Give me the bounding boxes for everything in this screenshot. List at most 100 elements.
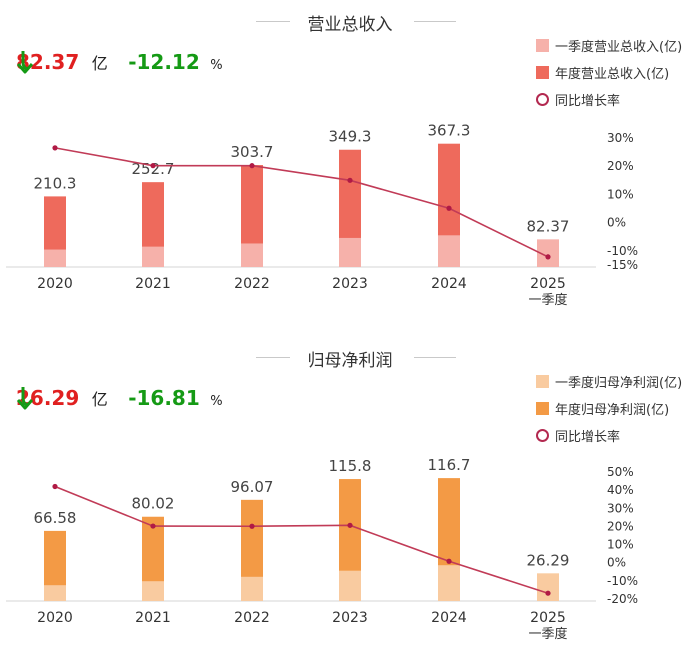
legend-item-growth: 同比增长率 bbox=[536, 422, 682, 449]
legend-label: 同比增长率 bbox=[555, 94, 621, 109]
growth-point bbox=[249, 163, 255, 169]
profit-chart-svg: 66.58 2020 80.02 2021 96.07 2022 115.8 2023 116.… bbox=[6, 456, 638, 642]
chart-title: 归母净利润 bbox=[307, 351, 393, 371]
x-tick-sublabel: 一季度 bbox=[528, 292, 567, 308]
growth-point bbox=[52, 145, 58, 151]
data-label: 66.58 bbox=[34, 509, 77, 527]
growth-point bbox=[52, 483, 58, 490]
y-right-tick-label: -15% bbox=[607, 258, 638, 272]
data-label: 303.7 bbox=[231, 143, 274, 161]
quarter-bar bbox=[339, 570, 361, 601]
growth-line bbox=[54, 147, 549, 258]
legend-item-quarter: 一季度归母净利润(亿) bbox=[536, 368, 682, 395]
quarter-bar bbox=[241, 576, 263, 601]
x-tick-label: 2020 bbox=[37, 610, 73, 626]
growth-point bbox=[446, 205, 452, 211]
y-right-tick-label: 0% bbox=[607, 216, 626, 230]
kpi-unit: 亿 bbox=[91, 390, 108, 409]
x-tick-label: 2021 bbox=[135, 276, 171, 292]
quarter-bar bbox=[438, 235, 460, 267]
legend-circle-icon bbox=[536, 429, 549, 442]
revenue-chart-svg: 210.3 2020 252.7 2021 303.7 2022 349.3 2023 367.… bbox=[6, 122, 638, 308]
kpi-summary: 82.37 亿 -12.12 % bbox=[16, 50, 237, 74]
title-divider-right bbox=[414, 21, 456, 22]
x-tick-label: 2023 bbox=[332, 610, 368, 626]
y-right-tick-label: -20% bbox=[607, 592, 638, 606]
kpi-change-unit: % bbox=[210, 394, 223, 409]
profit-panel: 归母净利润 26.29 亿 -16.81 % 一季度归母净利润(亿) 年度归母净… bbox=[0, 336, 700, 649]
kpi-change-unit: % bbox=[210, 58, 223, 73]
title-divider-left bbox=[256, 357, 290, 358]
x-tick-label: 2022 bbox=[234, 276, 270, 292]
y-right-tick-label: -10% bbox=[607, 574, 638, 588]
x-tick-sublabel: 一季度 bbox=[528, 626, 567, 642]
title-divider-right bbox=[414, 357, 456, 358]
x-tick-label: 2025 bbox=[530, 610, 566, 626]
legend-item-growth: 同比增长率 bbox=[536, 86, 682, 113]
quarter-bar bbox=[241, 243, 263, 267]
quarter-bar bbox=[142, 581, 164, 601]
legend-item-quarter: 一季度营业总收入(亿) bbox=[536, 32, 682, 59]
quarter-bar bbox=[438, 565, 460, 601]
y-right-tick-label: 50% bbox=[607, 465, 634, 479]
chart-title: 营业总收入 bbox=[307, 15, 393, 35]
legend-label: 年度营业总收入(亿) bbox=[555, 67, 670, 82]
annual-bar bbox=[339, 479, 361, 601]
quarter-bar bbox=[142, 246, 164, 267]
growth-point bbox=[347, 522, 353, 528]
growth-line bbox=[54, 485, 549, 594]
data-label: 210.3 bbox=[34, 174, 77, 192]
annual-bar bbox=[44, 530, 66, 601]
quarter-bar bbox=[44, 585, 66, 601]
annual-bar bbox=[142, 516, 164, 601]
legend-label: 同比增长率 bbox=[555, 430, 621, 445]
y-right-tick-label: 40% bbox=[607, 483, 634, 497]
legend-swatch bbox=[536, 39, 549, 52]
quarter-bar bbox=[339, 237, 361, 267]
growth-point bbox=[545, 590, 551, 596]
annual-bar bbox=[44, 196, 66, 267]
legend-item-annual: 年度营业总收入(亿) bbox=[536, 59, 682, 86]
data-label: 349.3 bbox=[329, 128, 372, 146]
kpi-change: -16.81 bbox=[128, 386, 200, 410]
data-label: 115.8 bbox=[329, 457, 372, 475]
y-right-tick-label: 30% bbox=[607, 501, 634, 515]
y-right-tick-label: 0% bbox=[607, 556, 626, 570]
y-right-tick-label: 10% bbox=[607, 187, 634, 201]
x-tick-label: 2021 bbox=[135, 610, 171, 626]
legend-circle-icon bbox=[536, 93, 549, 106]
kpi-unit: 亿 bbox=[91, 54, 108, 73]
y-right-tick-label: 30% bbox=[607, 131, 634, 145]
growth-point bbox=[150, 163, 156, 169]
data-label: 82.37 bbox=[527, 217, 570, 235]
legend-label: 一季度营业总收入(亿) bbox=[555, 40, 683, 55]
data-label: 80.02 bbox=[132, 495, 175, 513]
growth-point bbox=[347, 177, 353, 183]
data-label: 26.29 bbox=[527, 551, 570, 569]
y-right-tick-label: 20% bbox=[607, 519, 634, 533]
title-divider-left bbox=[256, 21, 290, 22]
x-tick-label: 2020 bbox=[37, 276, 73, 292]
legend: 一季度归母净利润(亿) 年度归母净利润(亿) 同比增长率 bbox=[536, 368, 682, 449]
legend-swatch bbox=[536, 402, 549, 415]
x-tick-label: 2025 bbox=[530, 276, 566, 292]
quarter-bar bbox=[537, 573, 559, 601]
growth-point bbox=[150, 523, 156, 529]
x-tick-label: 2022 bbox=[234, 610, 270, 626]
y-right-tick-label: -10% bbox=[607, 244, 638, 258]
growth-point bbox=[249, 523, 255, 529]
kpi-change: -12.12 bbox=[128, 50, 200, 74]
data-label: 252.7 bbox=[132, 160, 175, 178]
legend-label: 年度归母净利润(亿) bbox=[555, 403, 670, 418]
legend-swatch bbox=[536, 375, 549, 388]
legend-item-annual: 年度归母净利润(亿) bbox=[536, 395, 682, 422]
legend-label: 一季度归母净利润(亿) bbox=[555, 376, 683, 391]
revenue-panel: 营业总收入 82.37 亿 -12.12 % 一季度营业总收入(亿) 年度营业总… bbox=[0, 0, 700, 320]
legend-swatch bbox=[536, 66, 549, 79]
data-label: 116.7 bbox=[428, 456, 471, 474]
x-tick-label: 2024 bbox=[431, 610, 467, 626]
quarter-bar bbox=[537, 239, 559, 267]
growth-point bbox=[545, 254, 551, 260]
data-label: 96.07 bbox=[231, 478, 274, 496]
data-label: 367.3 bbox=[428, 122, 471, 140]
